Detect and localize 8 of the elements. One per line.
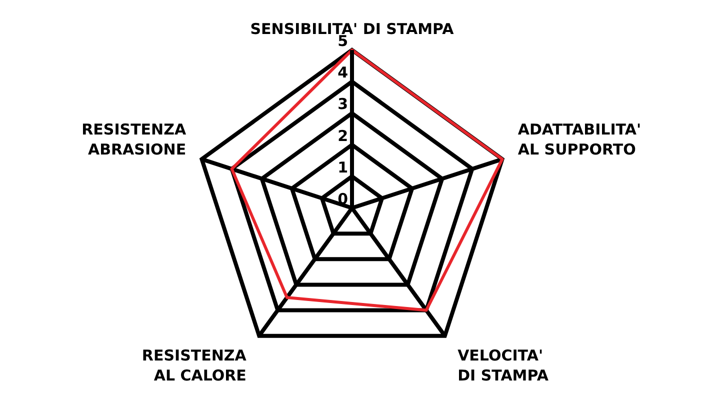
y-tick-label: 3 (338, 95, 348, 114)
spoke-label: RESISTENZA AL CALORE (142, 346, 247, 384)
spoke-label: RESISTENZA ABRASIONE (82, 120, 186, 159)
y-tick-label: 2 (338, 126, 348, 145)
y-tick-label: 1 (338, 158, 348, 176)
spoke-label: VELOCITA' DI STAMPA (458, 346, 549, 384)
spoke-label: ADATTABILITA' AL SUPPORTO (518, 120, 642, 159)
y-tick-label: 4 (338, 64, 348, 82)
